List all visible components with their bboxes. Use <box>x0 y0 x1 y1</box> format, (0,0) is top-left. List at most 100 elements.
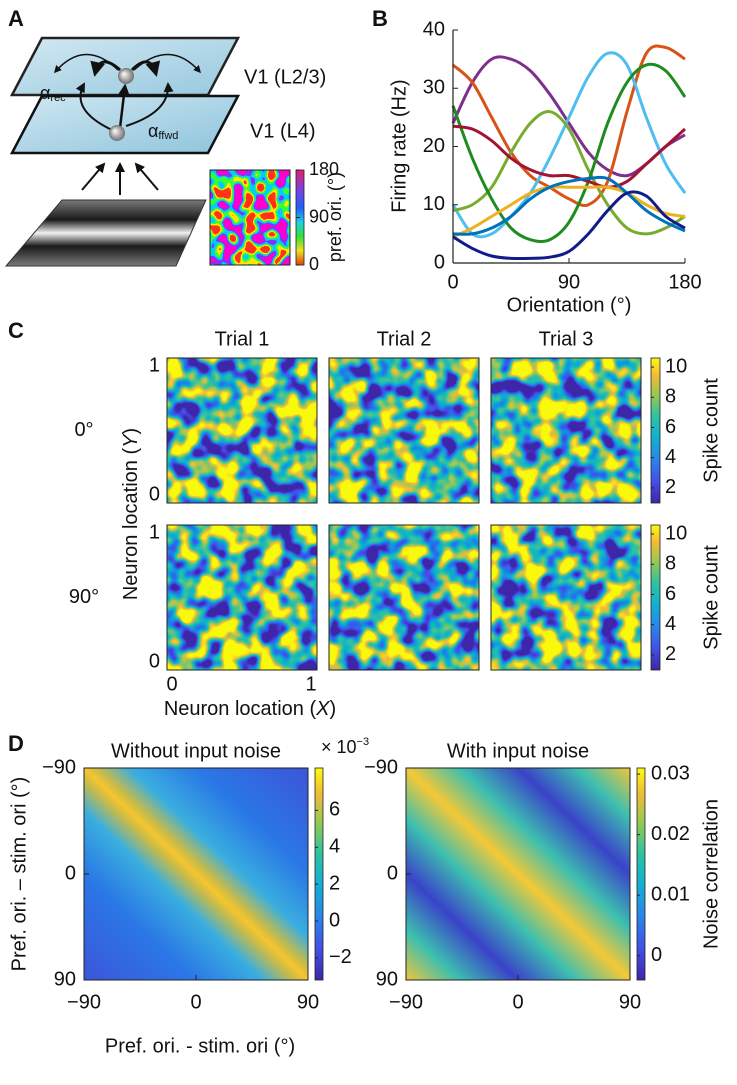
x-tick-label: 90 <box>619 991 641 1013</box>
heatmap-image <box>329 358 479 503</box>
column-title: Trial 1 <box>215 328 270 350</box>
line-series <box>452 109 686 236</box>
label-part: X <box>315 698 330 720</box>
colorbar <box>636 767 646 981</box>
colorbar-tick-label: 0 <box>309 254 319 274</box>
line-series <box>452 190 686 261</box>
x-tick-label: 90 <box>297 991 319 1013</box>
arrow <box>117 83 131 129</box>
alpha-rec: αrec <box>40 83 66 104</box>
arrow <box>75 82 113 131</box>
colorbar-tick-label: 0 <box>651 944 662 966</box>
layer-label: V1 (L4) <box>250 120 316 142</box>
x-tick-label: 0 <box>166 673 177 695</box>
colorbar-tick-label: 180 <box>309 159 339 179</box>
colorbar-tick-label: 4 <box>329 836 340 858</box>
exponent-power: −3 <box>357 736 370 748</box>
orientation-map <box>210 170 290 265</box>
label-part: Y <box>120 433 142 448</box>
layer-label: V1 (L2/3) <box>244 66 326 88</box>
colorbar-tick-label: 8 <box>665 553 676 575</box>
heatmap-frame <box>490 357 642 504</box>
row-label: 90° <box>69 586 99 608</box>
colorbar-tick-label: 0.01 <box>651 883 690 905</box>
y-tick-label: 0 <box>65 862 76 884</box>
heatmap-frame <box>166 524 318 671</box>
y-tick-label: 1 <box>149 521 160 543</box>
colorbar-tick-label: 2 <box>329 872 340 894</box>
x-tick-label: 0 <box>447 271 458 293</box>
alpha-symbol: α <box>40 83 50 103</box>
colorbar <box>314 767 324 981</box>
stimulus-grating <box>4 199 207 267</box>
x-tick-label: 0 <box>190 991 201 1013</box>
colorbar-label: Spike count <box>700 378 722 483</box>
y-tick-label: 20 <box>423 135 445 157</box>
colorbar <box>650 357 661 504</box>
line-series <box>451 51 687 239</box>
arrow <box>134 162 159 191</box>
colorbar-label: Noise correlation <box>700 799 722 949</box>
heatmap-image <box>167 525 317 670</box>
heatmap-image <box>491 525 641 670</box>
colorbar-tick-label: 90 <box>309 206 329 226</box>
row-label: 0° <box>74 419 93 441</box>
colorbar-tick-label: 10 <box>665 355 687 377</box>
colorbar <box>650 524 661 671</box>
heatmap-frame <box>490 524 642 671</box>
alpha-subscript: rec <box>50 92 66 104</box>
panel-letter: B <box>372 6 388 31</box>
panel-letter: A <box>8 6 24 31</box>
x-tick-label: 90 <box>558 271 580 293</box>
colorbar-tick-label: 10 <box>665 522 687 544</box>
neuron <box>109 125 125 141</box>
panel-letter: D <box>8 731 24 756</box>
colorbar-tick-label: 2 <box>665 643 676 665</box>
y-tick-label: 90 <box>54 968 76 990</box>
heatmap-image <box>329 525 479 670</box>
arrow <box>81 162 106 191</box>
colorbar-tick-label: 6 <box>329 799 340 821</box>
line-series <box>451 62 687 244</box>
heatmap-image <box>83 767 309 981</box>
colorbar-exponent: × 10−3 <box>321 736 369 757</box>
y-axis-label: Pref. ori. – stim. ori (°) <box>8 777 30 972</box>
heatmap-image <box>491 358 641 503</box>
heatmap-frame <box>328 357 480 504</box>
x-tick-label: 0 <box>512 991 523 1013</box>
y-tick-label: 0 <box>149 650 160 672</box>
panel-letter: C <box>8 318 24 343</box>
x-axis-label: Pref. ori. - stim. ori (°) <box>105 1035 295 1057</box>
arrow <box>90 60 122 77</box>
y-tick-label: 1 <box>149 354 160 376</box>
y-tick-label: −90 <box>364 756 398 778</box>
x-tick-label: 1 <box>305 673 316 695</box>
heatmap-title: Without input noise <box>111 740 281 762</box>
y-tick-label: 0 <box>149 483 160 505</box>
y-tick-label: 0 <box>434 251 445 273</box>
layer-l4 <box>9 94 241 155</box>
colorbar-tick-label: 0.03 <box>651 762 690 784</box>
arrow <box>130 60 161 77</box>
colorbar-tick-label: 0 <box>329 909 340 931</box>
heatmap-frame <box>166 357 318 504</box>
colorbar-tick-label: −2 <box>329 946 352 968</box>
heatmap-title: With input noise <box>447 740 589 762</box>
y-axis-label: Firing rate (Hz) <box>388 79 410 212</box>
line-series <box>452 185 686 239</box>
colorbar-tick-label: 4 <box>665 446 676 468</box>
column-title: Trial 2 <box>377 328 432 350</box>
x-tick-label: −90 <box>67 991 101 1013</box>
label-part: ) <box>329 698 336 720</box>
y-tick-label: −90 <box>42 756 76 778</box>
x-axis-label: Orientation (°) <box>507 294 632 316</box>
colorbar-label: pref. ori. (°) <box>325 172 345 262</box>
x-tick-label: −90 <box>389 991 423 1013</box>
label-part: Neuron location ( <box>120 448 142 601</box>
map-frame <box>209 169 291 266</box>
neuron <box>118 68 134 84</box>
heatmap-image <box>167 358 317 503</box>
